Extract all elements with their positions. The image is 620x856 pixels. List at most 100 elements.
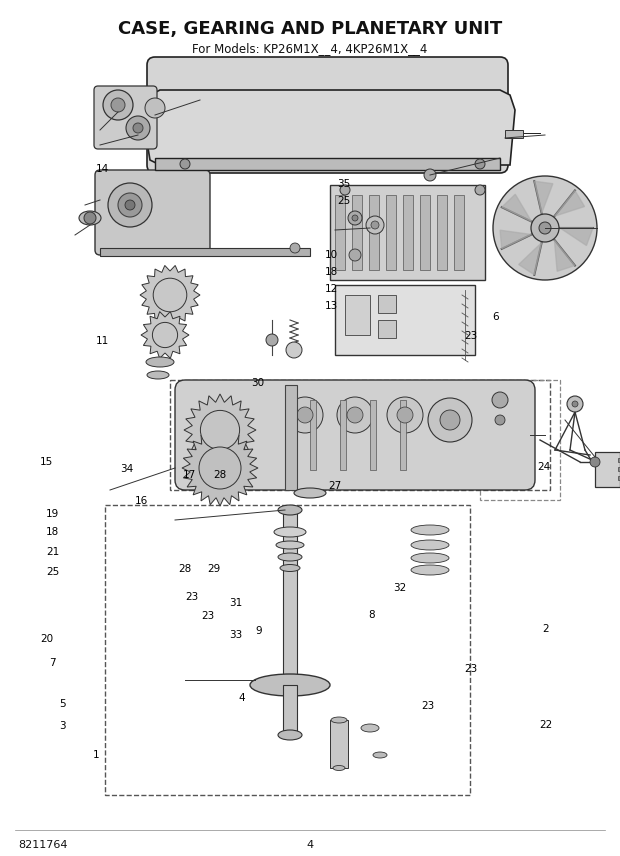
Polygon shape (560, 228, 593, 246)
Bar (352, 195, 362, 270)
Circle shape (531, 214, 559, 242)
Bar (618, 467, 620, 471)
Text: 20: 20 (40, 634, 53, 645)
Text: 29: 29 (207, 564, 221, 574)
Bar (386, 195, 396, 270)
Polygon shape (500, 230, 531, 249)
Text: 6: 6 (493, 312, 499, 322)
Bar (330, 185, 485, 280)
Text: 30: 30 (250, 378, 264, 389)
Bar (420, 195, 430, 270)
Polygon shape (519, 242, 542, 275)
Bar (480, 380, 560, 500)
Circle shape (145, 98, 165, 118)
Text: 8: 8 (369, 609, 375, 620)
Circle shape (424, 169, 436, 181)
Text: 12: 12 (325, 284, 339, 294)
Polygon shape (140, 265, 200, 324)
Circle shape (84, 212, 96, 224)
Circle shape (352, 215, 358, 221)
Polygon shape (145, 90, 515, 165)
Text: 4: 4 (239, 693, 245, 703)
Text: 24: 24 (538, 461, 551, 472)
Text: 7: 7 (50, 658, 56, 669)
Text: 13: 13 (325, 301, 339, 312)
Ellipse shape (411, 565, 449, 575)
Bar (283, 685, 297, 735)
FancyBboxPatch shape (95, 170, 210, 255)
Ellipse shape (280, 564, 300, 572)
Ellipse shape (373, 752, 387, 758)
Bar (310, 400, 316, 470)
Circle shape (133, 123, 143, 133)
Text: 10: 10 (325, 250, 339, 260)
Circle shape (118, 193, 142, 217)
Bar (370, 400, 376, 470)
Circle shape (493, 176, 597, 280)
Circle shape (349, 249, 361, 261)
Ellipse shape (294, 488, 326, 498)
Polygon shape (141, 312, 189, 359)
Bar (340, 400, 346, 470)
Circle shape (297, 407, 313, 423)
Ellipse shape (195, 441, 245, 459)
Ellipse shape (79, 211, 101, 225)
Text: 28: 28 (213, 470, 227, 480)
Text: 11: 11 (95, 336, 109, 346)
Polygon shape (554, 240, 575, 271)
Circle shape (153, 278, 187, 312)
Text: 23: 23 (464, 330, 478, 341)
Text: 23: 23 (201, 611, 215, 621)
Circle shape (495, 415, 505, 425)
Polygon shape (184, 394, 256, 466)
Text: 34: 34 (120, 464, 134, 474)
Polygon shape (554, 191, 585, 217)
Text: 23: 23 (421, 701, 435, 711)
FancyBboxPatch shape (175, 380, 535, 490)
Circle shape (475, 159, 485, 169)
Circle shape (387, 397, 423, 433)
Polygon shape (182, 430, 258, 506)
Circle shape (290, 243, 300, 253)
Circle shape (286, 342, 302, 358)
Bar (285, 385, 297, 490)
Text: 23: 23 (185, 591, 199, 602)
Circle shape (103, 90, 133, 120)
Text: 19: 19 (46, 508, 60, 519)
Circle shape (572, 401, 578, 407)
Bar (335, 285, 475, 355)
Circle shape (180, 159, 190, 169)
Bar (618, 458, 620, 462)
Circle shape (287, 397, 323, 433)
Text: ereplacementparts.com: ereplacementparts.com (252, 425, 368, 435)
Circle shape (567, 396, 583, 412)
Text: 25: 25 (46, 567, 60, 577)
Bar (618, 476, 620, 480)
Ellipse shape (278, 505, 302, 515)
Text: 18: 18 (325, 267, 339, 277)
Ellipse shape (147, 371, 169, 379)
Text: 25: 25 (337, 196, 351, 206)
Text: 16: 16 (135, 496, 148, 506)
Ellipse shape (250, 674, 330, 696)
Text: 32: 32 (393, 583, 407, 593)
Bar (400, 400, 406, 470)
Bar (170, 380, 550, 490)
Circle shape (266, 334, 278, 346)
Circle shape (337, 397, 373, 433)
Circle shape (539, 222, 551, 234)
Circle shape (348, 211, 362, 225)
Bar (335, 195, 345, 270)
Polygon shape (502, 194, 531, 222)
Ellipse shape (274, 527, 306, 537)
Ellipse shape (278, 730, 302, 740)
Circle shape (199, 447, 241, 489)
Circle shape (108, 183, 152, 227)
Text: 33: 33 (229, 630, 242, 640)
Circle shape (492, 392, 508, 408)
Text: 28: 28 (178, 564, 192, 574)
Text: 23: 23 (464, 664, 478, 675)
Text: 27: 27 (328, 481, 342, 491)
Circle shape (371, 221, 379, 229)
Circle shape (397, 407, 413, 423)
